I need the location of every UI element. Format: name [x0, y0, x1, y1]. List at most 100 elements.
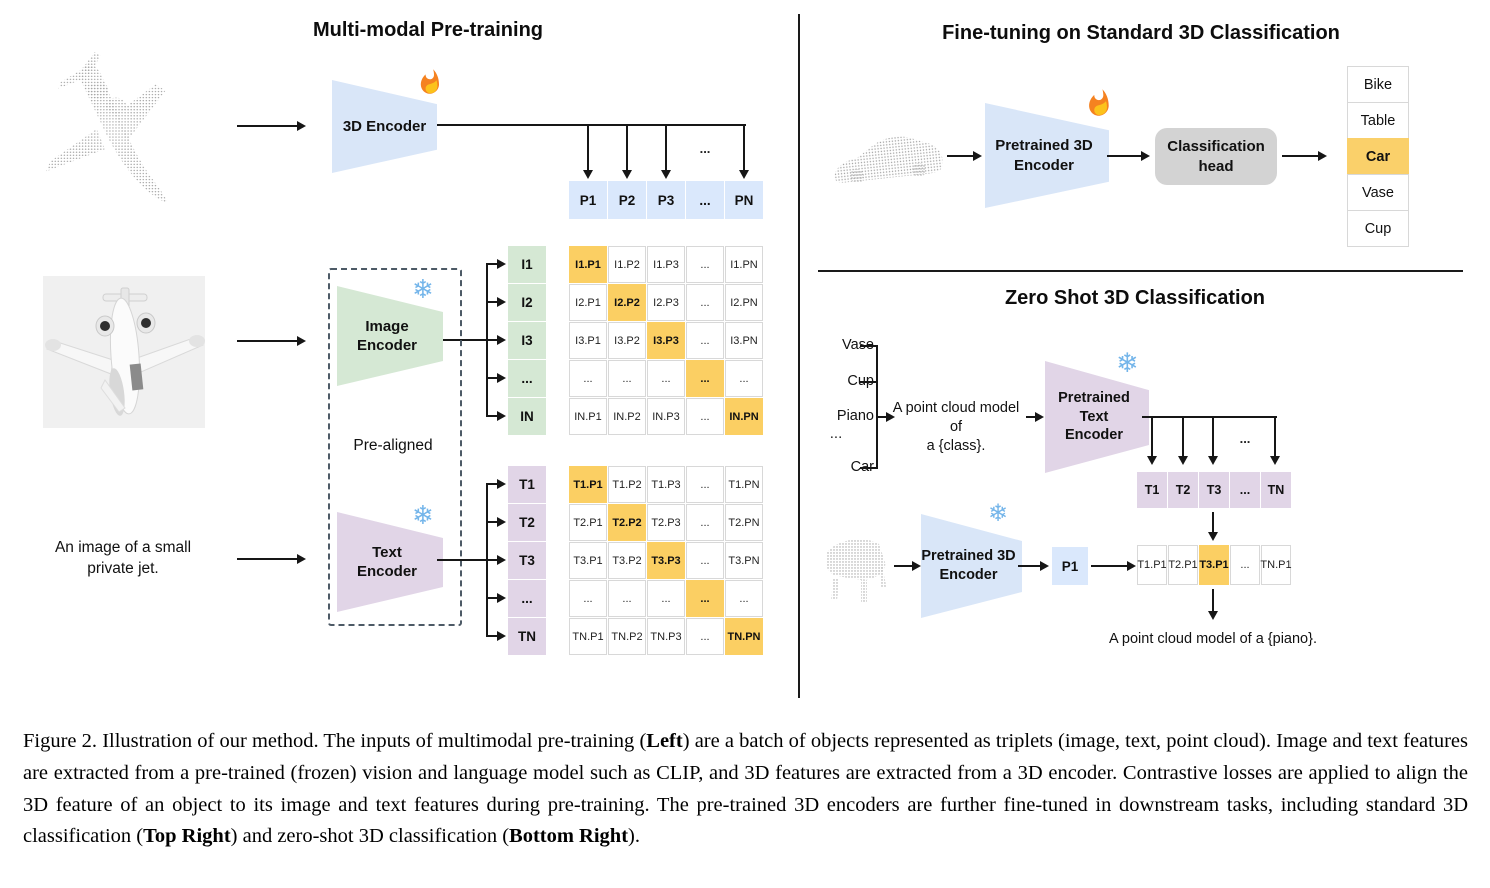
- matrix-cell: T3.P2: [608, 542, 646, 579]
- result-row-cell: ...: [1230, 545, 1260, 585]
- matrix-cell: I3.P1: [569, 322, 607, 359]
- arrowhead: [1040, 561, 1049, 571]
- t-col-cell: T1: [508, 466, 546, 503]
- p-row-cell: PN: [725, 181, 763, 219]
- arrowhead: [1178, 456, 1188, 465]
- caption-text: Figure 2. Illustration of our method. Th…: [23, 730, 647, 752]
- matrix-cell: I1.PN: [725, 246, 763, 283]
- arrowhead: [1318, 151, 1327, 161]
- t-row-cell: T2: [1168, 472, 1198, 508]
- pre-aligned-box: [328, 268, 462, 626]
- prompt-text-line1: A point cloud model of: [892, 400, 1020, 435]
- pre-aligned-label: Pre-aligned: [353, 437, 433, 454]
- matrix-cell: TN.PN: [725, 618, 763, 655]
- i-col-cell: I1: [508, 246, 546, 283]
- arrowhead: [1208, 532, 1218, 541]
- arrow-line: [1026, 416, 1035, 418]
- matrix-cell: ...: [686, 618, 724, 655]
- fire-icon: [420, 69, 439, 94]
- zeroshot-title: Zero Shot 3D Classification: [1004, 287, 1266, 309]
- class-list-item: Table: [1347, 102, 1409, 139]
- connector-line: [486, 301, 498, 303]
- fire-icon: [1089, 89, 1109, 116]
- arrow-line: [947, 155, 973, 157]
- i-col-cell: ...: [508, 360, 546, 397]
- finetune-title: Fine-tuning on Standard 3D Classificatio…: [942, 22, 1340, 44]
- arrowhead: [661, 170, 671, 179]
- result-row-cell: T2.P1: [1168, 545, 1198, 585]
- arrowhead: [497, 259, 506, 269]
- matrix-cell: I2.P2: [608, 284, 646, 321]
- snowflake-icon: ❄: [1116, 348, 1139, 378]
- image-text-caption-line2: private jet.: [87, 560, 159, 577]
- matrix-cell: ...: [608, 360, 646, 397]
- matrix-cell: IN.PN: [725, 398, 763, 435]
- p-feature-row: P1 P2 P3 ... PN: [569, 181, 763, 219]
- image-encoder-label-1: Image: [365, 317, 409, 335]
- zeroshot-3d-encoder-label-1: Pretrained 3D: [921, 548, 1016, 565]
- car-pointcloud: [834, 136, 943, 183]
- arrowhead: [497, 593, 506, 603]
- connector-line: [860, 381, 877, 383]
- connector-line: [486, 415, 498, 417]
- caption-text: ) are a batch of objects represented as …: [23, 730, 1468, 848]
- p-row-cell: P1: [569, 181, 607, 219]
- i-col-cell: I3: [508, 322, 546, 359]
- matrix-cell: ...: [569, 580, 607, 617]
- classification-head-label-1: Classification: [1167, 138, 1265, 155]
- arrowhead: [1208, 456, 1218, 465]
- connector-line: [743, 126, 745, 171]
- matrix-cell: T1.P3: [647, 466, 685, 503]
- text-encoder-label-2: Encoder: [356, 563, 417, 580]
- matrix-cell: I3.P2: [608, 322, 646, 359]
- matrix-cell: I2.P1: [569, 284, 607, 321]
- arrow-line: [894, 565, 912, 567]
- arrow-line: [1282, 155, 1318, 157]
- connector-line: [587, 126, 589, 171]
- arrow-line: [1018, 565, 1040, 567]
- t-row-cell: T1: [1137, 472, 1167, 508]
- arrowhead: [1141, 151, 1150, 161]
- matrix-cell: T1.P2: [608, 466, 646, 503]
- image-point-similarity-matrix: I1.P1 I1.P2 I1.P3 ... I1.PN I2.P1 I2.P2 …: [569, 246, 763, 435]
- arrowhead: [497, 555, 506, 565]
- arrowhead: [497, 479, 506, 489]
- matrix-cell: T2.P3: [647, 504, 685, 541]
- caption-bold-bottom-right: Bottom Right: [509, 825, 629, 848]
- t-row-cell: TN: [1261, 472, 1291, 508]
- result-row-cell-selected: T3.P1: [1199, 545, 1229, 585]
- t-col-cell: TN: [508, 618, 546, 655]
- matrix-cell: ...: [686, 284, 724, 321]
- connector-line: [860, 345, 877, 347]
- arrowhead: [497, 297, 506, 307]
- snowflake-icon: ❄: [412, 500, 434, 530]
- connector-line: [860, 467, 877, 469]
- piano-pointcloud: [826, 539, 886, 602]
- arrowhead: [912, 561, 921, 571]
- arrowhead: [973, 151, 982, 161]
- matrix-cell: ...: [608, 580, 646, 617]
- matrix-cell: T2.P2: [608, 504, 646, 541]
- connector-line: [486, 377, 498, 379]
- matrix-cell: I1.P1: [569, 246, 607, 283]
- class-list-item: Bike: [1347, 66, 1409, 103]
- connector-line: [486, 635, 498, 637]
- matrix-cell: IN.P1: [569, 398, 607, 435]
- matrix-cell: ...: [686, 246, 724, 283]
- divider-vertical: [798, 14, 800, 698]
- class-list-item: Vase: [1347, 174, 1409, 211]
- connector-line: [437, 339, 487, 341]
- text-feature-column: T1 T2 T3 ... TN: [508, 466, 546, 655]
- zeroshot-t-row: T1 T2 T3 ... TN: [1137, 472, 1291, 508]
- matrix-cell: T1.PN: [725, 466, 763, 503]
- prompt-class-label: Piano: [836, 408, 874, 424]
- ellipsis-label: ...: [829, 425, 843, 442]
- caption-bold-left: Left: [646, 730, 683, 752]
- divider-horizontal: [818, 270, 1463, 272]
- result-row-cell: T1.P1: [1137, 545, 1167, 585]
- arrowhead: [497, 631, 506, 641]
- matrix-cell: I1.P2: [608, 246, 646, 283]
- matrix-cell: ...: [647, 360, 685, 397]
- class-list-item-selected: Car: [1347, 138, 1409, 175]
- matrix-cell: T1.P1: [569, 466, 607, 503]
